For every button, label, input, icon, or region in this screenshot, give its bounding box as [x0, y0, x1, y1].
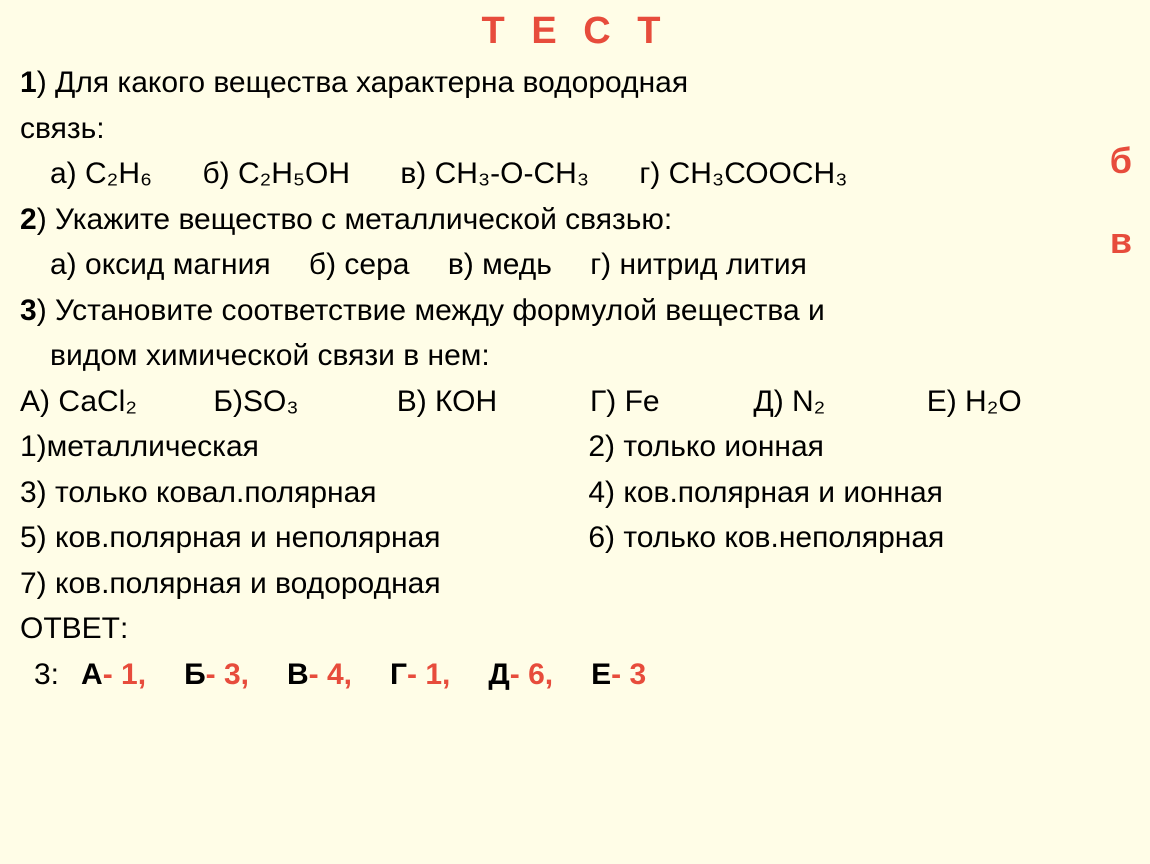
q3-f-a: А) СаСl₂	[20, 380, 205, 424]
q2-text: ) Укажите вещество с металлической связь…	[37, 203, 673, 236]
q2-line1: 2) Укажите вещество с металлической связ…	[20, 198, 1130, 242]
q2-options: а) оксид магния б) сера в) медь г) нитри…	[20, 243, 1130, 287]
ans-B-v: - 3,	[206, 653, 249, 697]
q1-line2: связь:	[20, 107, 1130, 151]
q3-b4: 4) ков.полярная и ионная	[588, 476, 943, 509]
ans-D-l: Д	[488, 653, 509, 697]
q3-b3: 3) только ковал.полярная	[20, 471, 580, 515]
q2-opt-v: в) медь	[448, 248, 552, 281]
q3-bonds-row3: 5) ков.полярная и неполярная 6) только к…	[20, 516, 1130, 560]
q3-f-d: Д) N₂	[753, 380, 918, 424]
q3-b7: 7) ков.полярная и водородная	[20, 567, 441, 600]
q1-opt-v: в) СН₃-О-СН₃	[400, 157, 589, 190]
q3-f-g: Г) Fe	[590, 380, 745, 424]
q2-num: 2	[20, 203, 37, 236]
ans-G-l: Г	[390, 653, 407, 697]
ans-prefix: 3:	[34, 653, 59, 697]
q3-bonds-row1: 1)металлическая 2) только ионная	[20, 425, 1130, 469]
q2-opt-a: а) оксид магния	[50, 248, 271, 281]
q3-formulas: А) СаСl₂ Б)SO₃ В) КОН Г) Fe Д) N₂ Е) Н₂О	[20, 380, 1130, 424]
test-title: Т Е С Т	[20, 10, 1130, 53]
q3-b2: 2) только ионная	[588, 430, 824, 463]
ans-V-l: В	[287, 653, 309, 697]
ans-B-l: Б	[184, 653, 206, 697]
q3-b5: 5) ков.полярная и неполярная	[20, 516, 580, 560]
ans-G-v: - 1,	[407, 653, 450, 697]
answer-label: ОТВЕТ:	[20, 607, 1130, 651]
q1-opt-g: г) СН₃СООСН₃	[639, 157, 847, 190]
q1-text-a: ) Для какого вещества характерна водород…	[37, 66, 688, 99]
ans-E-l: Е	[591, 653, 611, 697]
q1-options: а) С₂Н₆ б) С₂Н₅ОН в) СН₃-О-СН₃ г) СН₃СОО…	[20, 152, 1130, 196]
q3-line2: видом химической связи в нем:	[20, 334, 1130, 378]
q1-opt-b: б) С₂Н₅ОН	[202, 157, 350, 190]
q3-line1: 3) Установите соответствие между формуло…	[20, 289, 1130, 333]
answer-row: 3: А - 1, Б - 3, В - 4, Г - 1, Д - 6, Е …	[20, 653, 1130, 697]
q1-line1: 1) Для какого вещества характерна водоро…	[20, 61, 1130, 105]
q1-opt-a: а) С₂Н₆	[50, 157, 152, 190]
q3-b6: 6) только ков.неполярная	[588, 521, 944, 554]
q3-f-b: Б)SO₃	[213, 380, 388, 424]
q2-opt-g: г) нитрид лития	[590, 248, 807, 281]
q3-text-a: ) Установите соответствие между формулой…	[37, 294, 825, 327]
q3-bonds-row2: 3) только ковал.полярная 4) ков.полярная…	[20, 471, 1130, 515]
ans-E-v: - 3	[611, 653, 646, 697]
q3-bonds-row4: 7) ков.полярная и водородная	[20, 562, 1130, 606]
q3-f-e: Е) Н₂О	[927, 380, 1022, 424]
answer-q2-side: в	[1110, 220, 1132, 262]
q3-num: 3	[20, 294, 37, 327]
ans-V-v: - 4,	[309, 653, 352, 697]
ans-A-v: - 1,	[103, 653, 146, 697]
answer-q1-side: б	[1110, 140, 1132, 182]
q2-opt-b: б) сера	[309, 248, 410, 281]
q3-b1: 1)металлическая	[20, 425, 580, 469]
q3-f-v: В) КОН	[397, 380, 582, 424]
ans-A-l: А	[81, 653, 103, 697]
ans-D-v: - 6,	[510, 653, 553, 697]
q1-num: 1	[20, 66, 37, 99]
